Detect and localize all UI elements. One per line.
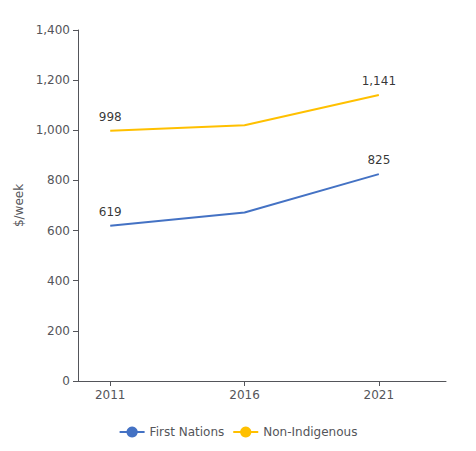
svg-text:200: 200 — [47, 324, 70, 338]
svg-text:1,000: 1,000 — [36, 123, 70, 137]
svg-text:998: 998 — [99, 110, 122, 124]
svg-text:1,200: 1,200 — [36, 73, 70, 87]
svg-text:2011: 2011 — [95, 388, 126, 402]
svg-text:2016: 2016 — [229, 388, 260, 402]
svg-text:Non-Indigenous: Non-Indigenous — [263, 425, 357, 439]
svg-text:600: 600 — [47, 224, 70, 238]
svg-text:800: 800 — [47, 173, 70, 187]
svg-text:619: 619 — [99, 205, 122, 219]
svg-text:$/week: $/week — [12, 184, 26, 227]
svg-text:1,141: 1,141 — [362, 74, 396, 88]
svg-text:825: 825 — [367, 153, 390, 167]
svg-text:400: 400 — [47, 274, 70, 288]
svg-text:0: 0 — [62, 374, 70, 388]
svg-text:1,400: 1,400 — [36, 23, 70, 37]
svg-text:First Nations: First Nations — [150, 425, 225, 439]
svg-text:2021: 2021 — [364, 388, 395, 402]
